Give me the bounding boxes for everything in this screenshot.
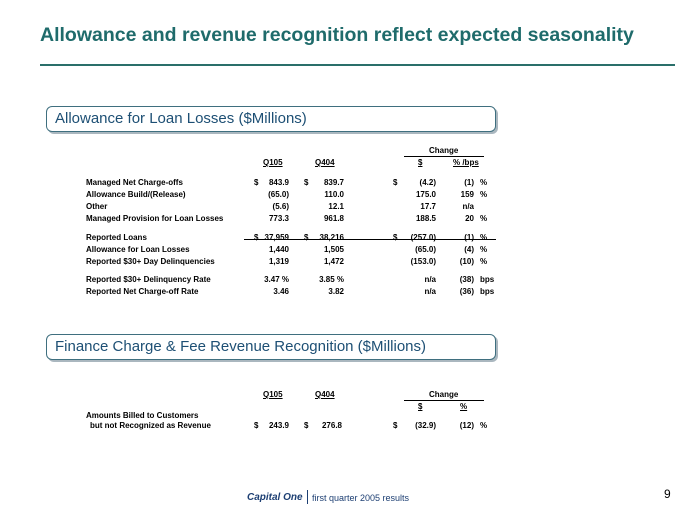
revenue-section-title: Finance Charge & Fee Revenue Recognition…	[55, 338, 427, 355]
row-label: Reported $30+ Day Delinquencies	[86, 257, 215, 266]
dollar-sign: $	[393, 233, 398, 242]
rev-pct-unit: %	[480, 421, 488, 430]
pct-value: (1)	[464, 178, 474, 187]
unit: bps	[480, 287, 495, 296]
footer-caption: first quarter 2005 results	[312, 493, 410, 503]
change-value: n/a	[424, 287, 436, 296]
q404-value: 961.8	[323, 214, 344, 223]
q105-value: 773.3	[268, 214, 289, 223]
q105-value: (65.0)	[268, 190, 289, 199]
unit: bps	[480, 275, 495, 284]
col-dollar-header: $	[418, 158, 423, 167]
q105-value: 37,959	[264, 233, 289, 242]
rev-q404-value: 276.8	[321, 421, 342, 430]
pct-value: n/a	[462, 202, 474, 211]
dollar-sign: $	[254, 233, 259, 242]
row-label: Managed Provision for Loan Losses	[86, 214, 224, 223]
q404-value: 3.85 %	[319, 275, 344, 284]
rev-row-label-1: Amounts Billed to Customers	[86, 411, 199, 420]
rev-col-dollar-header: $	[418, 402, 423, 411]
rev-dollar-sign: $	[393, 421, 398, 430]
unit: %	[480, 214, 488, 223]
unit: %	[480, 178, 488, 187]
allowance-section-title: Allowance for Loan Losses ($Millions)	[55, 110, 307, 127]
allowance-section-header: Allowance for Loan Losses ($Millions)	[46, 106, 496, 132]
change-value: 188.5	[415, 214, 436, 223]
change-value: (257.0)	[410, 233, 436, 242]
dollar-sign: $	[304, 178, 309, 187]
dollar-sign: $	[393, 178, 398, 187]
title-divider	[40, 64, 675, 66]
footer-divider	[307, 490, 308, 504]
rev-col-q105-header: Q105	[263, 390, 283, 399]
dollar-sign: $	[304, 233, 309, 242]
q105-value: 3.46	[273, 287, 289, 296]
q105-value: (5.6)	[272, 202, 289, 211]
row-label: Reported $30+ Delinquency Rate	[86, 275, 211, 284]
page-number: 9	[664, 487, 671, 501]
row-label: Allowance Build/(Release)	[86, 190, 186, 199]
change-value: 17.7	[420, 202, 436, 211]
rev-q105-value: 243.9	[268, 421, 289, 430]
q105-value: 1,440	[268, 245, 289, 254]
row-label: Other	[86, 202, 108, 211]
rev-change-value: (32.9)	[415, 421, 436, 430]
pct-value: (10)	[459, 257, 474, 266]
unit: %	[480, 190, 488, 199]
unit: %	[480, 233, 488, 242]
rev-pct-value: (12)	[459, 421, 474, 430]
q105-value: 1,319	[268, 257, 289, 266]
rev-change-header: Change	[429, 390, 459, 399]
row-label: Reported Loans	[86, 233, 147, 242]
q404-value: 110.0	[324, 190, 344, 199]
change-underline	[404, 156, 484, 157]
pct-value: 159	[460, 190, 474, 199]
col-q404-header: Q404	[315, 158, 335, 167]
q404-value: 12.1	[328, 202, 344, 211]
q105-value: 3.47 %	[264, 275, 289, 284]
page-title: Allowance and revenue recognition reflec…	[40, 24, 634, 46]
rev-dollar-sign: $	[254, 421, 259, 430]
row-label: Reported Net Charge-off Rate	[86, 287, 199, 296]
change-value: (153.0)	[410, 257, 436, 266]
row-label: Allowance for Loan Losses	[86, 245, 190, 254]
change-value: (65.0)	[415, 245, 436, 254]
dollar-sign: $	[254, 178, 259, 187]
revenue-section-header: Finance Charge & Fee Revenue Recognition…	[46, 334, 496, 360]
q404-value: 1,472	[323, 257, 344, 266]
change-value: n/a	[424, 275, 436, 284]
col-pct-header: % /bps	[453, 158, 479, 167]
capital-one-logo: Capital One	[247, 492, 303, 503]
q404-value: 1,505	[323, 245, 344, 254]
pct-value: 20	[465, 214, 474, 223]
col-q105-header: Q105	[263, 158, 283, 167]
change-value: (4.2)	[419, 178, 436, 187]
q404-value: 38,216	[319, 233, 344, 242]
change-header: Change	[429, 146, 459, 155]
pct-value: (38)	[459, 275, 474, 284]
rev-change-underline	[404, 400, 484, 401]
pct-value: (1)	[464, 233, 474, 242]
rev-col-q404-header: Q404	[315, 390, 335, 399]
unit: %	[480, 257, 488, 266]
unit: %	[480, 245, 488, 254]
rev-dollar-sign: $	[304, 421, 309, 430]
q105-value: 843.9	[268, 178, 289, 187]
pct-value: (4)	[464, 245, 474, 254]
subtotal-rule	[244, 239, 496, 240]
q404-value: 3.82	[328, 287, 344, 296]
rev-row-label-2: but not Recognized as Revenue	[90, 421, 211, 430]
pct-value: (36)	[459, 287, 474, 296]
rev-col-pct-header: %	[460, 402, 468, 411]
q404-value: 839.7	[323, 178, 344, 187]
change-value: 175.0	[415, 190, 436, 199]
row-label: Managed Net Charge-offs	[86, 178, 183, 187]
